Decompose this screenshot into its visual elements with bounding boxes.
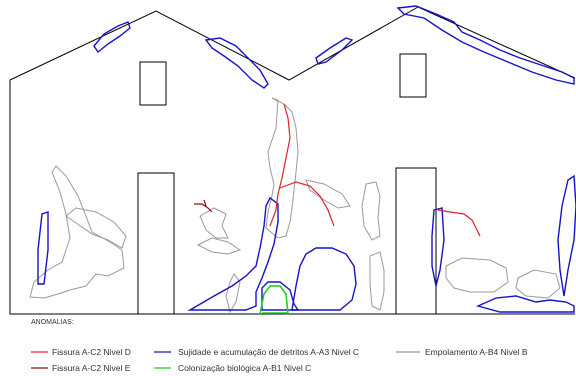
bio-area: [259, 285, 289, 315]
cracks-level-e: [194, 199, 213, 213]
blister-area: [369, 251, 385, 311]
dirt-area: [37, 211, 49, 285]
blister-area: [65, 207, 127, 249]
facade-silhouette: [9, 6, 576, 315]
blister-area: [265, 97, 299, 239]
dirt-area: [204, 37, 269, 89]
crack-line: [437, 209, 481, 237]
dirt-area: [291, 247, 357, 311]
dirt-area: [475, 295, 575, 313]
door-right: [395, 167, 437, 315]
bio-areas: [259, 285, 289, 315]
blister-area: [29, 165, 125, 299]
window-right: [399, 53, 427, 98]
legend-label-bio: Colonização biológica A-B1 Nivel C: [178, 363, 311, 373]
legend-label-dirt: Sujidade e acumulação de detritos A-A3 N…: [178, 347, 359, 357]
dirt-area: [187, 196, 279, 311]
blister-area: [305, 179, 351, 209]
blister-areas: [29, 97, 561, 314]
legend-label-crack-e: Fissura A-C2 Nivel E: [52, 363, 131, 373]
facade-outline: [9, 6, 576, 315]
legend: ANOMALIAS: Fissura A-C2 Nivel D Sujidade…: [31, 319, 528, 373]
blister-area: [199, 207, 229, 239]
cracks-level-d: [269, 103, 481, 237]
door-left: [137, 172, 175, 315]
legend-label-blister: Empolamento A-B4 Nivel B: [425, 347, 528, 357]
legend-heading: ANOMALIAS:: [31, 319, 74, 326]
blister-area: [445, 257, 509, 293]
dirt-area: [557, 174, 576, 297]
blister-area: [225, 273, 241, 314]
blister-area: [515, 269, 561, 299]
legend-label-crack-d: Fissura A-C2 Nivel D: [52, 347, 131, 357]
dirt-areas: [37, 5, 576, 313]
crack-line: [203, 199, 207, 207]
blister-area: [196, 237, 242, 255]
dirt-area: [315, 37, 354, 65]
crack-line: [269, 103, 291, 227]
crack-line: [194, 203, 213, 213]
dirt-area: [261, 281, 300, 311]
dirt-area: [396, 5, 575, 85]
dirt-area: [431, 207, 445, 287]
blister-area: [361, 181, 381, 241]
crack-line: [279, 181, 335, 227]
dirt-area: [93, 21, 131, 54]
window-left: [139, 61, 167, 106]
